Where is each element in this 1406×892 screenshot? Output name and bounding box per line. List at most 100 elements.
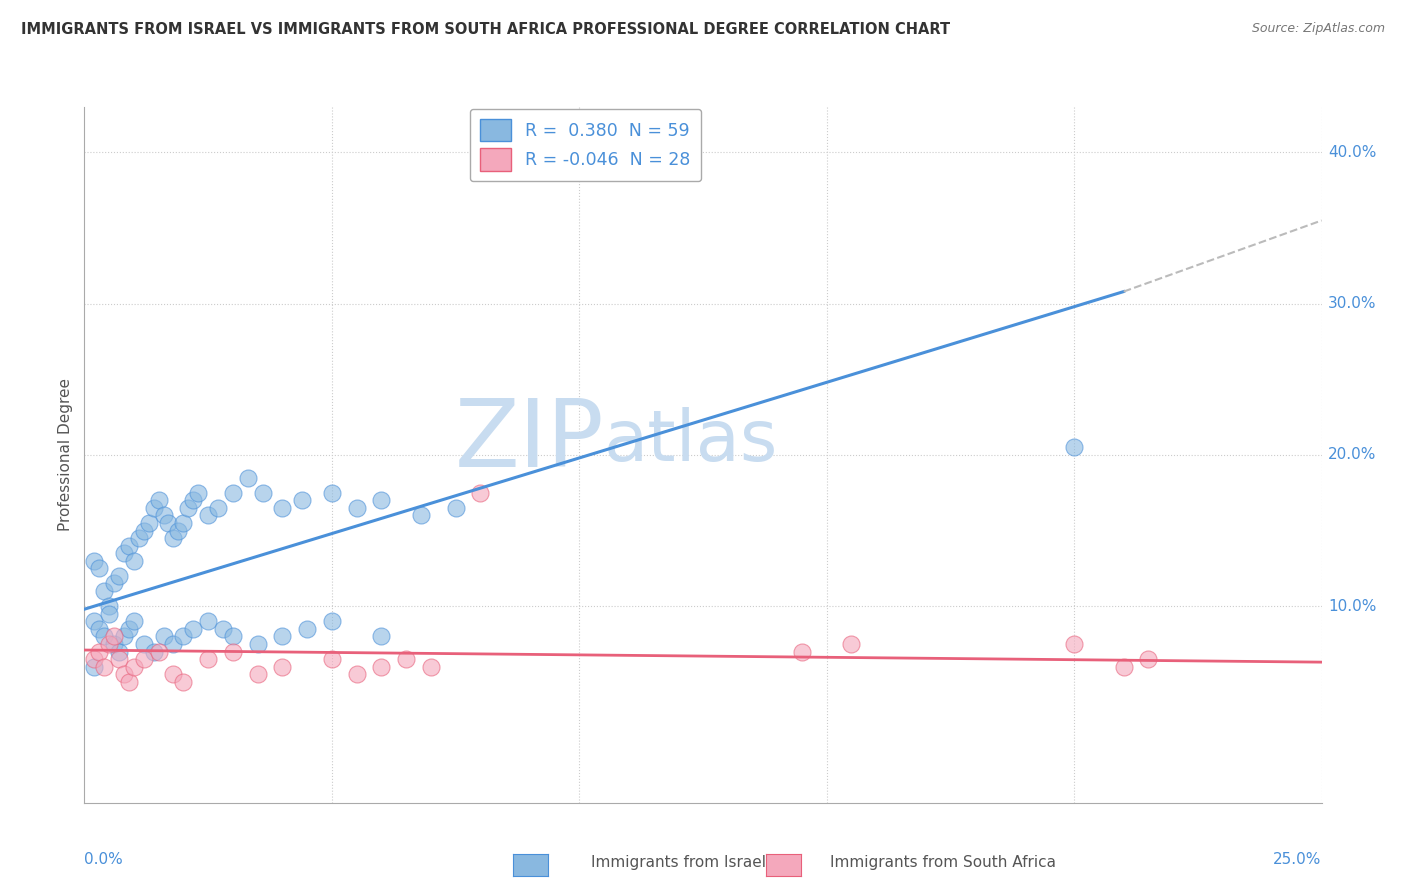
Point [246, 637, 269, 651]
Point [197, 652, 219, 666]
Point [271, 500, 294, 515]
Point [112, 629, 135, 643]
Point [108, 569, 131, 583]
Point [128, 531, 150, 545]
Point [162, 637, 184, 651]
Point [370, 629, 392, 643]
Point [138, 516, 160, 530]
Point [790, 644, 813, 658]
Text: Immigrants from Israel: Immigrants from Israel [591, 855, 765, 870]
Point [103, 637, 125, 651]
Point [132, 652, 155, 666]
Point [370, 493, 392, 508]
Point [152, 629, 174, 643]
Text: 30.0%: 30.0% [1327, 296, 1376, 311]
Point [157, 516, 180, 530]
Text: IMMIGRANTS FROM ISRAEL VS IMMIGRANTS FROM SOUTH AFRICA PROFESSIONAL DEGREE CORRE: IMMIGRANTS FROM ISRAEL VS IMMIGRANTS FRO… [21, 22, 950, 37]
Point [197, 615, 219, 629]
Point [291, 493, 314, 508]
Point [252, 485, 274, 500]
Point [295, 622, 318, 636]
Text: 0.0%: 0.0% [84, 852, 124, 866]
Point [271, 659, 294, 673]
Point [89, 622, 111, 636]
Text: atlas: atlas [605, 407, 779, 475]
Text: Immigrants from South Africa: Immigrants from South Africa [830, 855, 1056, 870]
Text: 10.0%: 10.0% [1327, 599, 1376, 614]
Point [321, 615, 343, 629]
Point [167, 524, 190, 538]
Point [1137, 652, 1160, 666]
Point [122, 554, 145, 568]
Point [177, 500, 200, 515]
Point [103, 629, 125, 643]
Point [108, 652, 131, 666]
Point [222, 629, 245, 643]
Point [83, 659, 105, 673]
Point [98, 599, 121, 614]
Point [148, 493, 170, 508]
Point [118, 539, 141, 553]
Point [93, 629, 115, 643]
Point [83, 652, 105, 666]
Point [370, 659, 392, 673]
Point [395, 652, 418, 666]
Point [246, 667, 269, 681]
Point [212, 622, 235, 636]
Point [93, 659, 115, 673]
Point [103, 576, 125, 591]
Point [172, 674, 194, 689]
Text: 40.0%: 40.0% [1327, 145, 1376, 160]
Point [419, 659, 441, 673]
Point [172, 516, 194, 530]
Text: Source: ZipAtlas.com: Source: ZipAtlas.com [1251, 22, 1385, 36]
Point [89, 644, 111, 658]
Point [236, 470, 259, 484]
Point [172, 629, 194, 643]
Point [222, 644, 245, 658]
Point [83, 615, 105, 629]
Point [187, 485, 209, 500]
Point [197, 508, 219, 523]
Point [162, 531, 184, 545]
Y-axis label: Professional Degree: Professional Degree [58, 378, 73, 532]
Point [142, 644, 165, 658]
Text: ZIP: ZIP [454, 395, 605, 487]
Point [346, 667, 368, 681]
Point [271, 629, 294, 643]
Point [98, 637, 121, 651]
Point [181, 493, 204, 508]
Point [132, 524, 155, 538]
Point [1112, 659, 1135, 673]
Point [346, 500, 368, 515]
Point [83, 554, 105, 568]
Point [108, 644, 131, 658]
Point [148, 644, 170, 658]
Point [112, 667, 135, 681]
Legend: R =  0.380  N = 59, R = -0.046  N = 28: R = 0.380 N = 59, R = -0.046 N = 28 [470, 109, 702, 181]
Point [409, 508, 432, 523]
Point [321, 652, 343, 666]
Point [207, 500, 229, 515]
Point [162, 667, 184, 681]
Text: 25.0%: 25.0% [1274, 852, 1322, 866]
Point [142, 500, 165, 515]
Point [118, 674, 141, 689]
Point [1063, 441, 1085, 455]
Point [470, 485, 492, 500]
Point [841, 637, 863, 651]
Point [1063, 637, 1085, 651]
Point [152, 508, 174, 523]
Point [321, 485, 343, 500]
Point [89, 561, 111, 575]
Point [98, 607, 121, 621]
Point [93, 584, 115, 599]
Point [132, 637, 155, 651]
Point [112, 546, 135, 560]
Point [118, 622, 141, 636]
Point [122, 659, 145, 673]
Point [444, 500, 467, 515]
Point [181, 622, 204, 636]
Text: 20.0%: 20.0% [1327, 448, 1376, 462]
Point [222, 485, 245, 500]
